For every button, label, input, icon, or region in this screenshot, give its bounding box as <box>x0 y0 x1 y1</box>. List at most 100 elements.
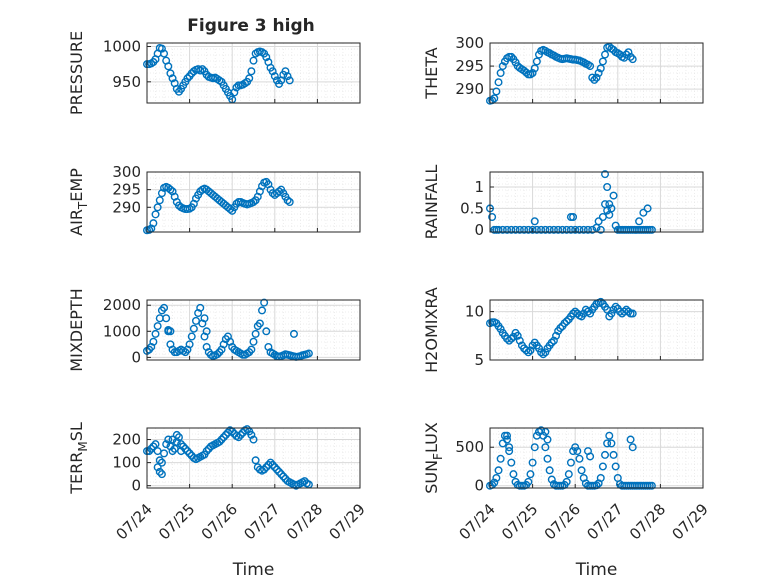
data-point <box>524 348 533 357</box>
y-tick-label: 295 <box>112 181 141 199</box>
data-point <box>598 462 607 471</box>
data-point <box>166 327 175 336</box>
y-tick-label: 1 <box>474 178 484 196</box>
data-point <box>507 52 516 61</box>
data-point <box>592 481 601 490</box>
data-point <box>245 74 254 83</box>
data-point <box>251 329 260 338</box>
data-point <box>511 225 520 234</box>
y-tick-label: 290 <box>455 80 484 98</box>
data-point <box>601 170 610 179</box>
data-point <box>270 72 279 81</box>
data-point <box>541 427 550 436</box>
y-tick-label: 295 <box>455 57 484 75</box>
data-point <box>221 430 230 439</box>
data-point <box>566 225 575 234</box>
data-point <box>289 329 298 338</box>
x-axis-label: Time <box>232 560 275 580</box>
data-point <box>272 465 281 474</box>
data-point <box>187 332 196 341</box>
data-point <box>153 322 162 331</box>
x-tick-label: 07/27 <box>583 500 626 543</box>
data-point <box>626 52 635 61</box>
data-point <box>571 443 580 452</box>
data-point <box>549 336 558 345</box>
data-point <box>488 212 497 221</box>
y-tick-label: 0 <box>131 477 141 495</box>
data-point <box>153 463 162 472</box>
data-point <box>191 316 200 325</box>
data-point <box>528 458 537 467</box>
data-point <box>526 470 535 479</box>
data-point <box>494 466 503 475</box>
data-point <box>185 340 194 349</box>
data-point <box>490 478 499 487</box>
data-point <box>168 74 177 83</box>
data-point <box>279 472 288 481</box>
data-point <box>164 62 173 71</box>
subplot-mixdepth: 0 1000 2000 MIXDEPTH <box>67 288 361 372</box>
data-point <box>603 182 612 191</box>
data-point <box>605 431 614 440</box>
data-point <box>541 443 550 452</box>
plot-border <box>489 427 704 489</box>
data-point <box>275 187 284 196</box>
data-point <box>635 217 644 226</box>
data-point <box>583 307 592 316</box>
plot-border <box>146 171 361 233</box>
data-point <box>157 470 166 479</box>
data-point <box>243 425 252 434</box>
y-axis-label: TERRMSL <box>67 422 90 495</box>
data-point <box>598 57 607 66</box>
data-point <box>526 346 535 355</box>
data-point <box>569 447 578 456</box>
data-point <box>249 337 258 346</box>
x-tick-label: 07/29 <box>669 500 712 543</box>
data-point <box>530 217 539 226</box>
data-point <box>547 475 556 484</box>
data-point <box>573 447 582 456</box>
data-point <box>530 443 539 452</box>
data-point <box>554 225 563 234</box>
data-point <box>492 87 501 96</box>
plot-border <box>489 299 704 361</box>
data-point <box>226 205 235 214</box>
data-point <box>609 191 618 200</box>
data-point <box>562 477 571 486</box>
x-tick-label: 07/28 <box>283 500 326 543</box>
x-tick-label: 07/24 <box>456 500 499 543</box>
data-point <box>304 349 313 358</box>
y-axis-label: RAINFALL <box>422 165 441 240</box>
data-point <box>564 470 573 479</box>
data-point <box>230 88 239 97</box>
data-point <box>172 430 181 439</box>
data-point <box>275 467 284 476</box>
data-point <box>198 65 207 74</box>
data-point <box>643 204 652 213</box>
data-point <box>628 309 637 318</box>
plot-border <box>146 299 361 361</box>
data-point <box>494 78 503 87</box>
data-point <box>507 458 516 467</box>
data-point <box>496 68 505 77</box>
data-point <box>537 225 546 234</box>
data-point <box>566 458 575 467</box>
data-point <box>249 435 258 444</box>
y-axis-label: SUNFLUX <box>422 422 445 494</box>
data-point <box>202 327 211 336</box>
plot-area <box>489 427 704 489</box>
data-point <box>524 225 533 234</box>
data-point <box>611 221 620 230</box>
data-point <box>507 334 516 343</box>
data-point <box>647 225 656 234</box>
y-tick-label: 10 <box>465 303 484 321</box>
data-point <box>260 298 269 307</box>
data-point <box>236 430 245 439</box>
data-point <box>160 449 169 458</box>
data-point <box>149 442 158 451</box>
data-point <box>596 474 605 483</box>
data-point <box>571 225 580 234</box>
plot-border <box>489 42 704 104</box>
data-point <box>503 431 512 440</box>
